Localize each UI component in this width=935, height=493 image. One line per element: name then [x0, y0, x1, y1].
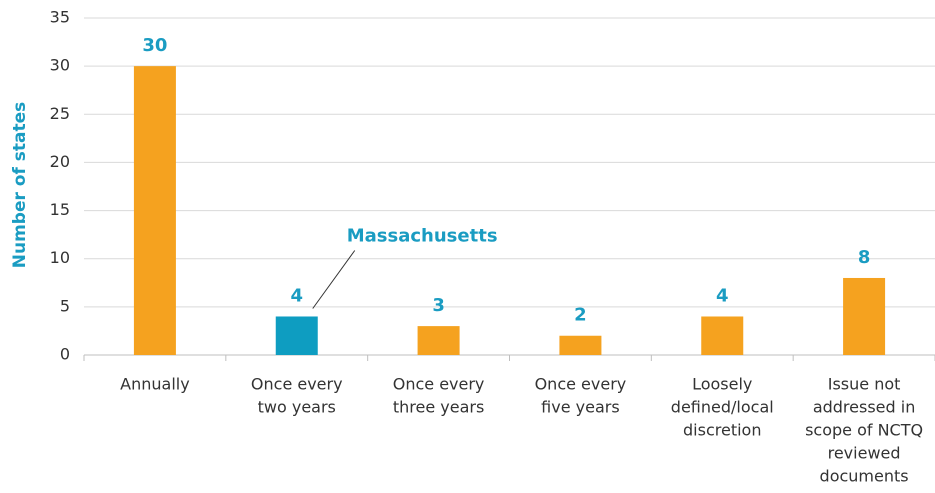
- y-tick-label: 10: [50, 248, 70, 267]
- x-tick-label: two years: [258, 398, 336, 417]
- x-tick-label: three years: [393, 398, 484, 417]
- y-tick-label: 20: [50, 152, 70, 171]
- x-tick-label: addressed in: [813, 398, 916, 417]
- x-tick-label: discretion: [683, 421, 761, 440]
- x-tick-label: five years: [541, 398, 620, 417]
- x-tick-label: Once every: [535, 375, 627, 394]
- bar: [275, 316, 318, 355]
- bar: [701, 316, 744, 355]
- y-tick-label: 25: [50, 104, 70, 123]
- annotation: Massachusetts: [347, 225, 498, 246]
- bar: [843, 277, 886, 355]
- x-tick-label: documents: [820, 467, 909, 486]
- x-tick-label: Once every: [393, 375, 485, 394]
- y-tick-label: 30: [50, 56, 70, 75]
- annotation-line: [312, 250, 356, 309]
- value-label: 4: [716, 285, 729, 306]
- x-tick-label: reviewed: [828, 444, 901, 463]
- value-label: 3: [432, 295, 445, 316]
- bar: [559, 335, 602, 355]
- x-tick-label: Issue not: [828, 375, 901, 394]
- x-tick-label: Once every: [251, 375, 343, 394]
- value-label: 30: [142, 35, 167, 56]
- y-tick-label: 5: [60, 296, 70, 315]
- value-label: 4: [290, 285, 303, 306]
- bar: [417, 326, 460, 355]
- x-tick-label: scope of NCTQ: [805, 421, 923, 440]
- x-tick-label: Loosely: [692, 375, 752, 394]
- y-tick-label: 0: [60, 345, 70, 364]
- value-label: 2: [574, 305, 587, 326]
- y-axis-title: Number of states: [10, 102, 30, 269]
- y-tick-label: 15: [50, 200, 70, 219]
- y-tick-label: 35: [50, 8, 70, 27]
- bar: [133, 66, 176, 356]
- value-label: 8: [858, 247, 871, 268]
- x-tick-label: Annually: [120, 375, 190, 394]
- x-tick-label: defined/local: [671, 398, 774, 417]
